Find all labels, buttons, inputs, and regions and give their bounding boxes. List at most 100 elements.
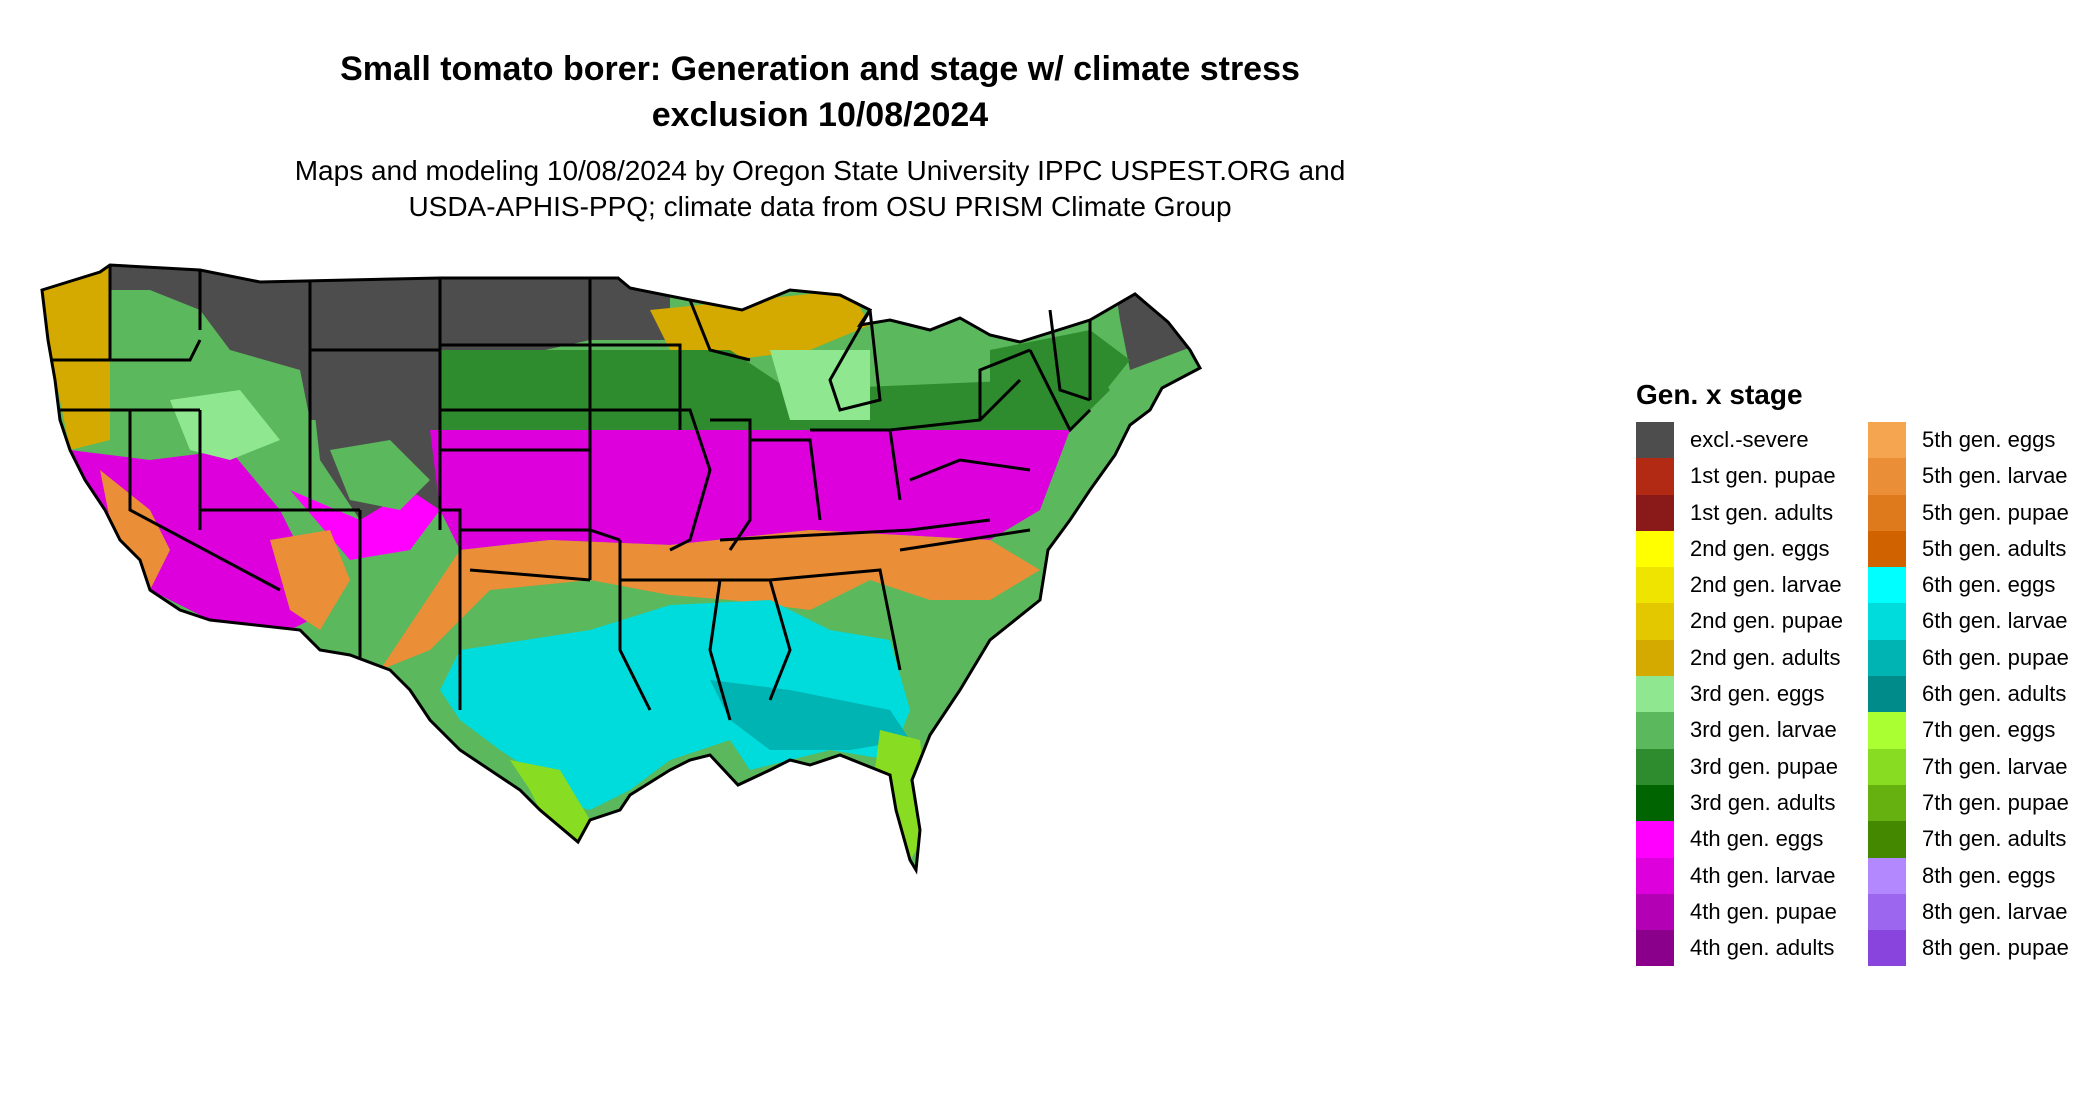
legend-label: 6th gen. larvae	[1922, 608, 2068, 634]
legend-swatch	[1636, 530, 1674, 568]
legend-item: 1st gen. pupae	[1636, 458, 1876, 495]
legend-item: 4th gen. pupae	[1636, 893, 1876, 931]
generation-stage-fill	[42, 265, 1200, 870]
legend-item: 2nd gen. adults	[1636, 639, 1876, 677]
legend-item: 5th gen. eggs	[1868, 422, 2100, 459]
legend-label: 7th gen. eggs	[1922, 717, 2056, 743]
legend-swatch	[1636, 567, 1674, 604]
legend-swatch	[1636, 893, 1674, 931]
legend-swatch	[1868, 857, 1906, 894]
legend-label: 2nd gen. eggs	[1690, 535, 1830, 561]
us-map-svg	[40, 263, 1203, 875]
legend-label: 6th gen. eggs	[1922, 572, 2056, 598]
legend-swatch	[1868, 422, 1906, 459]
legend-label: 2nd gen. adults	[1690, 644, 1841, 670]
legend-swatch	[1868, 494, 1906, 531]
legend-label: 1st gen. pupae	[1690, 463, 1836, 489]
legend-label: 4th gen. larvae	[1690, 862, 1836, 888]
legend-label: 8th gen. eggs	[1922, 862, 2056, 888]
legend-item: 4th gen. adults	[1636, 930, 1876, 967]
legend-column-1: excl.-severe 1st gen. pupae 1st gen. adult…	[1636, 422, 1876, 967]
legend-label: 4th gen. pupae	[1690, 898, 1837, 924]
legend-item: 6th gen. eggs	[1868, 567, 2100, 604]
legend-swatch	[1636, 639, 1674, 677]
legend-label: 2nd gen. larvae	[1690, 572, 1842, 598]
legend-swatch	[1636, 857, 1674, 894]
legend-label: 6th gen. adults	[1922, 681, 2067, 707]
legend-item: excl.-severe	[1636, 422, 1876, 459]
legend-swatch	[1868, 893, 1906, 931]
us-map	[30, 250, 1590, 1110]
legend-label: 2nd gen. pupae	[1690, 608, 1843, 634]
legend-label: 6th gen. pupae	[1922, 644, 2069, 670]
legend-item: 3rd gen. eggs	[1636, 676, 1876, 713]
legend-label: excl.-severe	[1690, 427, 1809, 452]
legend-swatch	[1636, 712, 1674, 749]
legend-label: 7th gen. larvae	[1922, 753, 2068, 779]
legend-label: 3rd gen. eggs	[1690, 681, 1825, 707]
legend-item: 7th gen. pupae	[1868, 784, 2100, 822]
legend-item: 6th gen. larvae	[1868, 603, 2100, 640]
legend-item: 5th gen. adults	[1868, 530, 2100, 568]
legend-item: 3rd gen. larvae	[1636, 712, 1876, 749]
legend-item: 2nd gen. eggs	[1636, 530, 1876, 568]
legend-swatch	[1868, 712, 1906, 749]
legend-item: 8th gen. larvae	[1868, 893, 2100, 931]
legend-item: 7th gen. adults	[1868, 821, 2100, 858]
legend-swatch	[1868, 639, 1906, 677]
legend-item: 4th gen. larvae	[1636, 857, 1876, 894]
legend-swatch	[1868, 567, 1906, 604]
legend-label: 5th gen. eggs	[1922, 427, 2056, 452]
legend-swatch	[1868, 676, 1906, 713]
legend-item: 3rd gen. pupae	[1636, 748, 1876, 785]
legend-swatch	[1868, 784, 1906, 822]
legend-label: 4th gen. eggs	[1690, 826, 1824, 852]
legend-label: 5th gen. larvae	[1922, 463, 2068, 489]
legend-label: 5th gen. adults	[1922, 535, 2067, 561]
legend-label: 8th gen. larvae	[1922, 898, 2068, 924]
legend-label: 1st gen. adults	[1690, 499, 1834, 525]
legend-swatch	[1636, 784, 1674, 822]
legend-item: 6th gen. pupae	[1868, 639, 2100, 677]
legend-swatch	[1636, 676, 1674, 713]
legend-swatch	[1868, 458, 1906, 495]
legend-item: 5th gen. larvae	[1868, 458, 2100, 495]
legend-swatch	[1868, 821, 1906, 858]
legend-item: 7th gen. larvae	[1868, 748, 2100, 785]
legend-label: 7th gen. pupae	[1922, 789, 2069, 815]
state-boundaries	[40, 263, 1203, 875]
legend-label: 3rd gen. adults	[1690, 789, 1836, 815]
legend-item: 7th gen. eggs	[1868, 712, 2100, 749]
legend-title: Gen. x stage	[1636, 379, 1803, 410]
legend-label: 4th gen. adults	[1690, 935, 1835, 961]
legend-item: 4th gen. eggs	[1636, 821, 1876, 858]
legend-swatch	[1636, 748, 1674, 785]
legend-swatch	[1636, 458, 1674, 495]
map-title-line-1: Small tomato borer: Generation and stage…	[340, 50, 1300, 88]
map-subtitle-line-2: USDA-APHIS-PPQ; climate data from OSU PR…	[408, 191, 1232, 222]
legend-item: 2nd gen. larvae	[1636, 567, 1876, 604]
legend-item: 6th gen. adults	[1868, 676, 2100, 713]
legend-swatch	[1636, 821, 1674, 858]
legend-label: 7th gen. adults	[1922, 826, 2067, 852]
legend: Gen. x stage excl.-severe 1st gen. pupae 1…	[1636, 378, 2096, 978]
legend-swatch	[1636, 422, 1674, 459]
legend-swatch	[1868, 748, 1906, 785]
map-subtitle-line-1: Maps and modeling 10/08/2024 by Oregon S…	[294, 155, 1346, 186]
legend-label: 5th gen. pupae	[1922, 499, 2069, 525]
legend-item: 3rd gen. adults	[1636, 784, 1876, 822]
legend-label: 3rd gen. larvae	[1690, 717, 1837, 743]
legend-label: 3rd gen. pupae	[1690, 753, 1839, 779]
legend-label: 8th gen. pupae	[1922, 935, 2069, 961]
legend-item: 8th gen. eggs	[1868, 857, 2100, 894]
legend-swatch	[1636, 494, 1674, 531]
legend-swatch	[1636, 930, 1674, 967]
legend-swatch	[1868, 930, 1906, 967]
legend-swatch	[1868, 603, 1906, 640]
legend-item: 5th gen. pupae	[1868, 494, 2100, 531]
legend-swatch	[1868, 530, 1906, 568]
legend-item: 2nd gen. pupae	[1636, 603, 1876, 640]
map-title-line-2: exclusion 10/08/2024	[651, 96, 989, 134]
legend-item: 8th gen. pupae	[1868, 930, 2100, 967]
legend-column-2: 5th gen. eggs 5th gen. larvae 5th gen. pup…	[1868, 422, 2100, 967]
